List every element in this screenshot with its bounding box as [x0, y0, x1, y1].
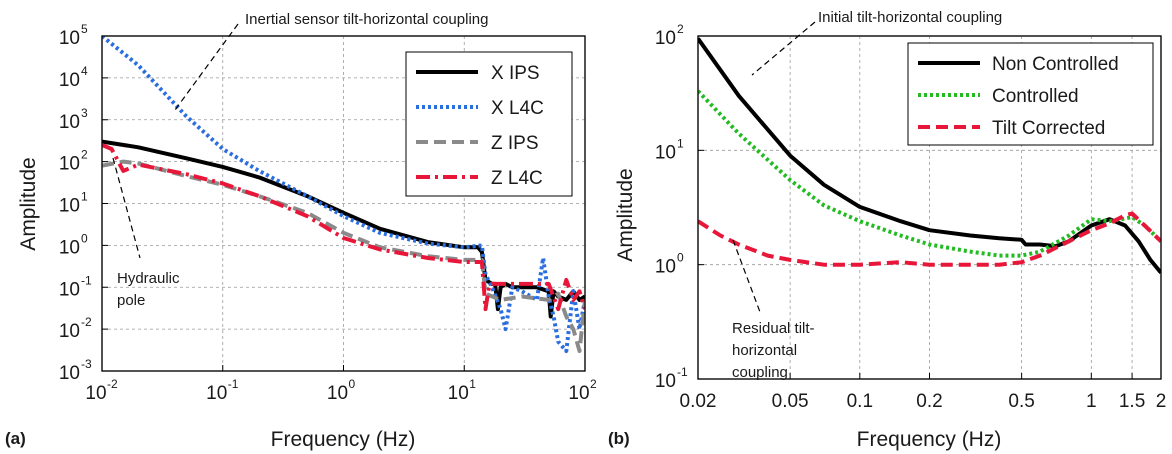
tick-label-b-x-5: 1 [1086, 391, 1097, 412]
tick-label-b-y-2: 10 [655, 142, 676, 163]
panel-a: 10 -2 10 -1 10 0 10 1 10 210 -310 -210 -110 010 110 210… [5, 11, 597, 451]
tick-label-a-x-2: 10 [327, 383, 348, 404]
panel-a-legend: X IPS X L4C Z IPS Z L4C [405, 51, 573, 197]
legend-b-label-0: Non Controlled [992, 54, 1119, 75]
annotation-a-pole-leader [112, 157, 141, 259]
tick-label-a-y-8: 10 [59, 28, 80, 49]
panel-b-legend: Non Controlled Controlled Tilt Corrected [907, 42, 1154, 146]
tick-label-a-y-4: 10 [59, 196, 80, 217]
series-b-non-controlled [698, 37, 1161, 274]
annotation-b-residual-line3: coupling [732, 364, 788, 381]
tick-exp-a-y-6: 3 [81, 106, 88, 120]
panel-b-xlabel: Frequency (Hz) [857, 428, 1002, 451]
tick-label-b-x-4: 0.5 [1008, 391, 1034, 412]
panel-a-series [102, 36, 585, 353]
tick-label-a-y-1: 10 [59, 321, 80, 342]
legend-a-label-3: Z L4C [491, 168, 543, 189]
annotation-b-initial-leader [751, 21, 816, 76]
tick-exp-a-y-0: -3 [81, 357, 92, 371]
tick-label-a-x-0: 10 [85, 383, 106, 404]
panel-b-series [698, 37, 1161, 274]
series-a-x-l4c [102, 36, 585, 353]
tick-label-a-y-2: 10 [59, 279, 80, 300]
tick-label-a-x-4: 10 [568, 383, 589, 404]
tick-exp-b-y-1: 0 [677, 251, 684, 265]
panel-a-ticks: 10 -2 10 -1 10 0 10 1 10 210 -310 -210 -110 010 110 210… [59, 22, 597, 404]
annotation-a-pole-line1: Hydraulic [117, 270, 180, 287]
annotation-a-tilt: Inertial sensor tilt-horizontal coupling [245, 11, 488, 28]
tick-label-a-y-6: 10 [59, 112, 80, 133]
panel-a-tag: (a) [5, 429, 26, 448]
tick-label-b-x-0: 0.02 [680, 391, 717, 412]
annotation-b-residual-leader [732, 239, 761, 313]
panel-b-grid [698, 36, 1161, 379]
tick-exp-a-x-4: 2 [590, 377, 597, 391]
legend-a-label-1: X L4C [491, 98, 544, 119]
panel-a-ylabel: Amplitude [17, 157, 40, 250]
tick-label-a-y-7: 10 [59, 70, 80, 91]
tick-exp-a-y-1: -2 [81, 315, 92, 329]
tick-exp-a-x-3: 1 [469, 377, 476, 391]
annotation-b-residual-line2: horizontal [732, 342, 797, 359]
tick-label-b-y-0: 10 [655, 371, 676, 392]
panel-a-xlabel: Frequency (Hz) [271, 428, 416, 451]
tick-exp-a-y-3: 0 [81, 231, 88, 245]
tick-label-a-y-3: 10 [59, 237, 80, 258]
tick-label-b-y-3: 10 [655, 28, 676, 49]
tick-label-b-x-6: 1.5 [1119, 391, 1145, 412]
panel-a-legend-box [405, 51, 573, 197]
tick-label-a-y-0: 10 [59, 363, 80, 384]
tick-exp-b-y-2: 1 [677, 136, 684, 150]
legend-b-label-1: Controlled [992, 86, 1079, 107]
series-a-z-l4c [102, 143, 585, 312]
legend-a-label-2: Z IPS [491, 133, 539, 154]
tick-exp-b-y-3: 2 [677, 22, 684, 36]
tick-exp-a-y-7: 4 [81, 64, 88, 78]
legend-a-label-0: X IPS [491, 63, 540, 84]
panel-b-tag: (b) [608, 429, 630, 448]
series-b-tilt-corrected [698, 211, 1161, 267]
annotation-a-pole-line2: pole [117, 292, 145, 309]
tick-label-a-y-5: 10 [59, 154, 80, 175]
tick-exp-a-x-1: -1 [228, 377, 239, 391]
legend-b-label-2: Tilt Corrected [992, 118, 1105, 139]
tick-exp-a-y-2: -1 [81, 273, 92, 287]
tick-exp-a-y-8: 5 [81, 22, 88, 36]
annotation-b-residual-line1: Residual tilt- [732, 320, 815, 337]
tick-exp-a-x-0: -2 [107, 377, 118, 391]
tick-exp-a-x-2: 0 [349, 377, 356, 391]
tick-label-b-x-1: 0.05 [772, 391, 809, 412]
tick-label-b-x-3: 0.2 [916, 391, 942, 412]
panel-b-ylabel: Amplitude [614, 168, 637, 261]
tick-label-b-y-1: 10 [655, 257, 676, 278]
tick-label-b-x-7: 2 [1156, 391, 1167, 412]
tick-exp-b-y-0: -1 [677, 365, 688, 379]
tick-label-a-x-3: 10 [448, 383, 469, 404]
annotation-a-tilt-leader [174, 23, 239, 111]
tick-label-a-x-1: 10 [206, 383, 227, 404]
tick-label-b-x-2: 0.1 [847, 391, 873, 412]
tick-exp-a-y-4: 1 [81, 190, 88, 204]
tick-exp-a-y-5: 2 [81, 148, 88, 162]
annotation-b-initial: Initial tilt-horizontal coupling [818, 9, 1002, 26]
